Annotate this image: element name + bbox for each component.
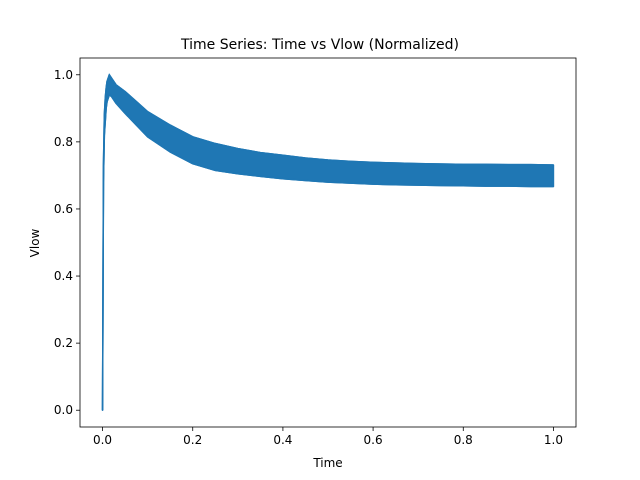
x-tick-label: 0.4 <box>273 433 292 447</box>
y-tick-label: 1.0 <box>54 68 73 82</box>
x-tick-label: 1.0 <box>544 433 563 447</box>
axes-layer: 0.0 0.2 0.4 0.6 0.8 1.0 0.0 0.2 0.4 0.6 0.8 1.0 <box>54 57 577 447</box>
x-tick-label: 0.0 <box>93 433 112 447</box>
y-tick-label: 0.2 <box>54 336 73 350</box>
y-tick-label: 0.8 <box>54 135 73 149</box>
data-layer <box>101 73 555 411</box>
plot-frame <box>79 57 577 428</box>
x-tick-label: 0.8 <box>454 433 473 447</box>
y-tick-label: 0.4 <box>54 269 73 283</box>
x-axis-label: Time <box>312 456 342 470</box>
y-axis-label: Vlow <box>28 228 42 257</box>
y-tick-label: 0.0 <box>54 403 73 417</box>
x-tick-label: 0.2 <box>183 433 202 447</box>
chart-title: Time Series: Time vs Vlow (Normalized) <box>180 37 459 53</box>
x-tick-label: 0.6 <box>364 433 383 447</box>
series-0-lower-line <box>101 93 554 411</box>
series-0-upper-line <box>101 73 554 411</box>
y-tick-label: 0.6 <box>54 202 73 216</box>
